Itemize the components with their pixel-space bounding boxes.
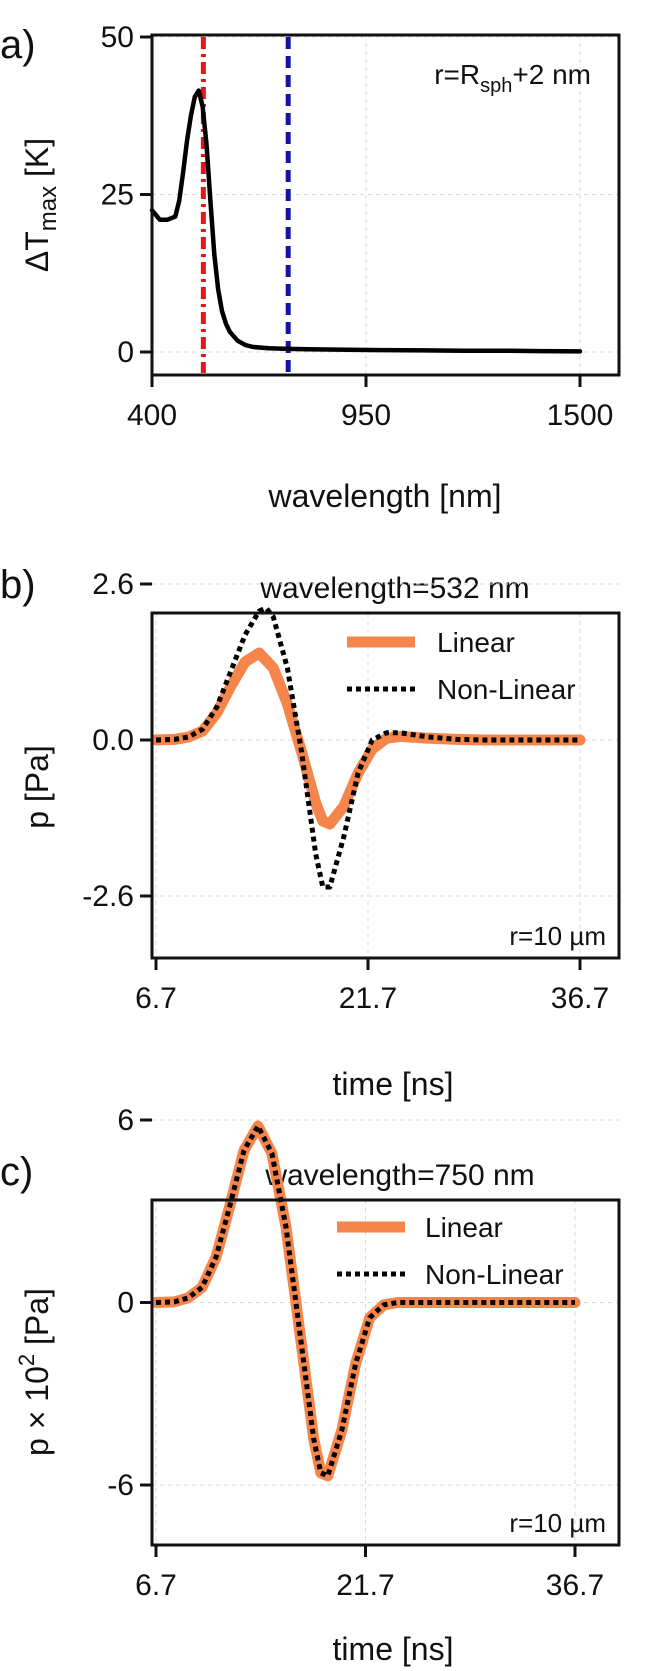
- panel-a-ylabel: ΔTmax [K]: [19, 138, 62, 272]
- panel-c-series: [150, 1120, 581, 1482]
- panel-c-letter: c): [0, 1150, 33, 1194]
- panel-b: b) wavelength=532 nm -2.6 0.0 2.6 6.7 21.7 36…: [0, 563, 621, 1102]
- panel-c-ylabel: p × 102 [Pa]: [14, 1288, 55, 1456]
- panel-b-annotation: r=10 µm: [509, 921, 606, 951]
- x-tick-label: 1500: [547, 399, 614, 432]
- series-line-non-linear: [155, 1123, 575, 1479]
- x-tick-label: 21.7: [336, 1569, 394, 1602]
- panel-c-xlabel: time [ns]: [333, 1631, 454, 1667]
- y-tick-label: 0: [117, 336, 134, 369]
- panel-c-legend-linear-label: Linear: [425, 1212, 503, 1243]
- panel-a-letter: a): [0, 23, 36, 67]
- y-tick-label: -2.6: [82, 880, 134, 913]
- panel-c-annotation: r=10 µm: [509, 1508, 606, 1538]
- series-line-non-linear: [155, 605, 580, 890]
- panel-b-letter: b): [0, 563, 36, 607]
- panel-b-frame: [150, 611, 621, 960]
- x-tick-label: 6.7: [135, 1569, 177, 1602]
- series-line--t-max: [149, 88, 583, 354]
- panel-b-title: wavelength=532 nm: [259, 572, 529, 605]
- y-tick-label: 0: [117, 1287, 134, 1320]
- panel-b-legend-linear-label: Linear: [437, 627, 515, 658]
- panel-a-frame: [150, 33, 621, 377]
- panel-b-ylabel: p [Pa]: [19, 745, 55, 829]
- x-tick-label: 21.7: [339, 982, 397, 1015]
- y-tick-label: 6: [117, 1104, 134, 1137]
- x-tick-label: 36.7: [546, 1569, 604, 1602]
- panel-a-series: [149, 88, 583, 354]
- panel-b-ticks: -2.6 0.0 2.6 6.7 21.7 36.7: [82, 568, 609, 1015]
- x-tick-label: 6.7: [135, 982, 177, 1015]
- x-tick-label: 400: [127, 399, 177, 432]
- panel-a-annotation: r=Rsph+2 nm: [434, 59, 591, 97]
- panel-a: a) 0 25 50 400 950 1500 r=Rsph+2 nm wavelengt…: [0, 21, 621, 514]
- panel-c-legend: Linear Non-Linear: [337, 1212, 564, 1290]
- x-tick-label: 950: [341, 399, 391, 432]
- panel-a-vlines: [200, 37, 291, 373]
- y-tick-label: 2.6: [92, 568, 134, 601]
- panel-a-ticks: 0 25 50 400 950 1500: [101, 21, 614, 432]
- panel-b-legend-nonlinear-label: Non-Linear: [437, 674, 576, 705]
- y-tick-label: 25: [101, 179, 134, 212]
- panel-c: c) wavelength=750 nm -6 0 6 6.7 21.7 36.7 Lin…: [0, 1104, 621, 1667]
- y-tick-label: 50: [101, 21, 134, 54]
- panel-c-ticks: -6 0 6 6.7 21.7 36.7: [107, 1104, 604, 1602]
- x-tick-label: 36.7: [551, 982, 609, 1015]
- panel-b-xlabel: time [ns]: [333, 1066, 454, 1102]
- panel-c-title: wavelength=750 nm: [264, 1159, 534, 1192]
- panel-a-xlabel: wavelength [nm]: [267, 478, 501, 514]
- panel-c-legend-nonlinear-label: Non-Linear: [425, 1259, 564, 1290]
- y-tick-label: -6: [107, 1469, 134, 1502]
- panel-b-legend: Linear Non-Linear: [347, 627, 576, 705]
- panel-c-frame: [150, 1198, 621, 1547]
- y-tick-label: 0.0: [92, 724, 134, 757]
- panel-b-series: [150, 605, 586, 890]
